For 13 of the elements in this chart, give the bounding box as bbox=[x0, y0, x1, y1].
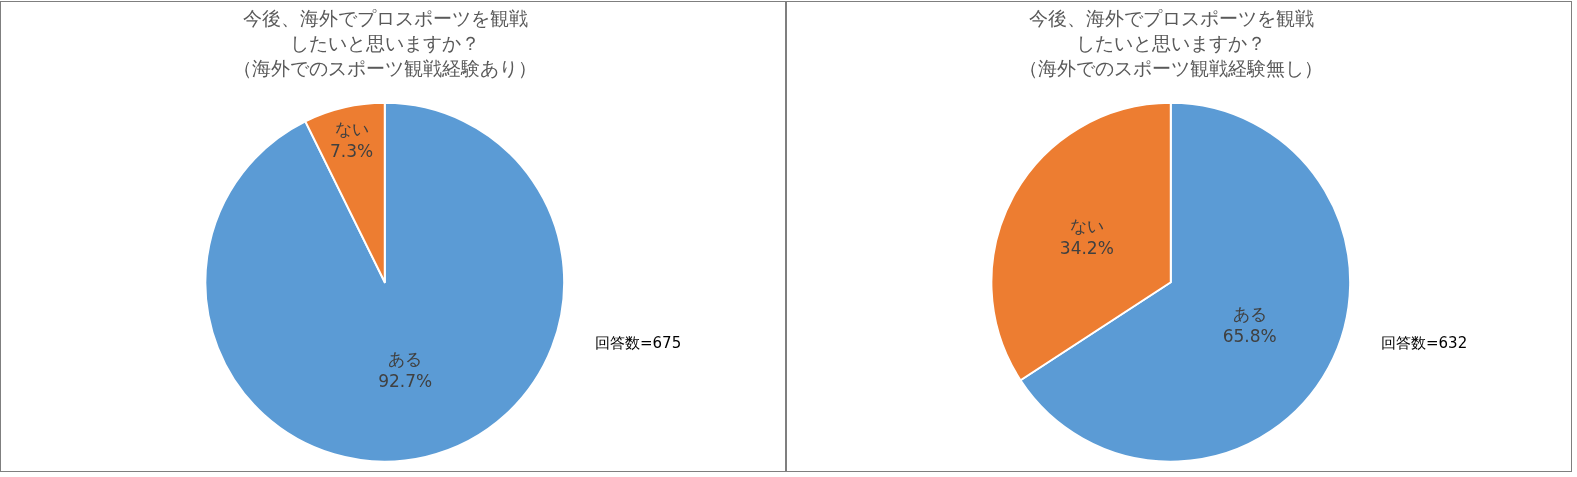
slice-label: ある bbox=[1232, 303, 1267, 324]
text: 回答数=675 bbox=[595, 334, 682, 352]
chart-title: 今後、海外でプロスポーツを観戦したいと思いますか？（海外でのスポーツ観戦経験無し） bbox=[1019, 7, 1324, 79]
slice-label: ない bbox=[334, 118, 369, 139]
data-label: 65.8% bbox=[1222, 325, 1277, 346]
text: 回答数=632 bbox=[1381, 334, 1468, 352]
pie-slice bbox=[204, 101, 566, 463]
chart-title: 今後、海外でプロスポーツを観戦したいと思いますか？（海外でのスポーツ観戦経験あり） bbox=[233, 7, 538, 79]
data-label: 92.7% bbox=[378, 370, 433, 391]
data-label: 7.3% bbox=[329, 140, 374, 161]
data-label: 34.2% bbox=[1059, 237, 1114, 258]
slice-label: ある bbox=[388, 348, 423, 369]
slice-label: ない bbox=[1069, 215, 1104, 236]
